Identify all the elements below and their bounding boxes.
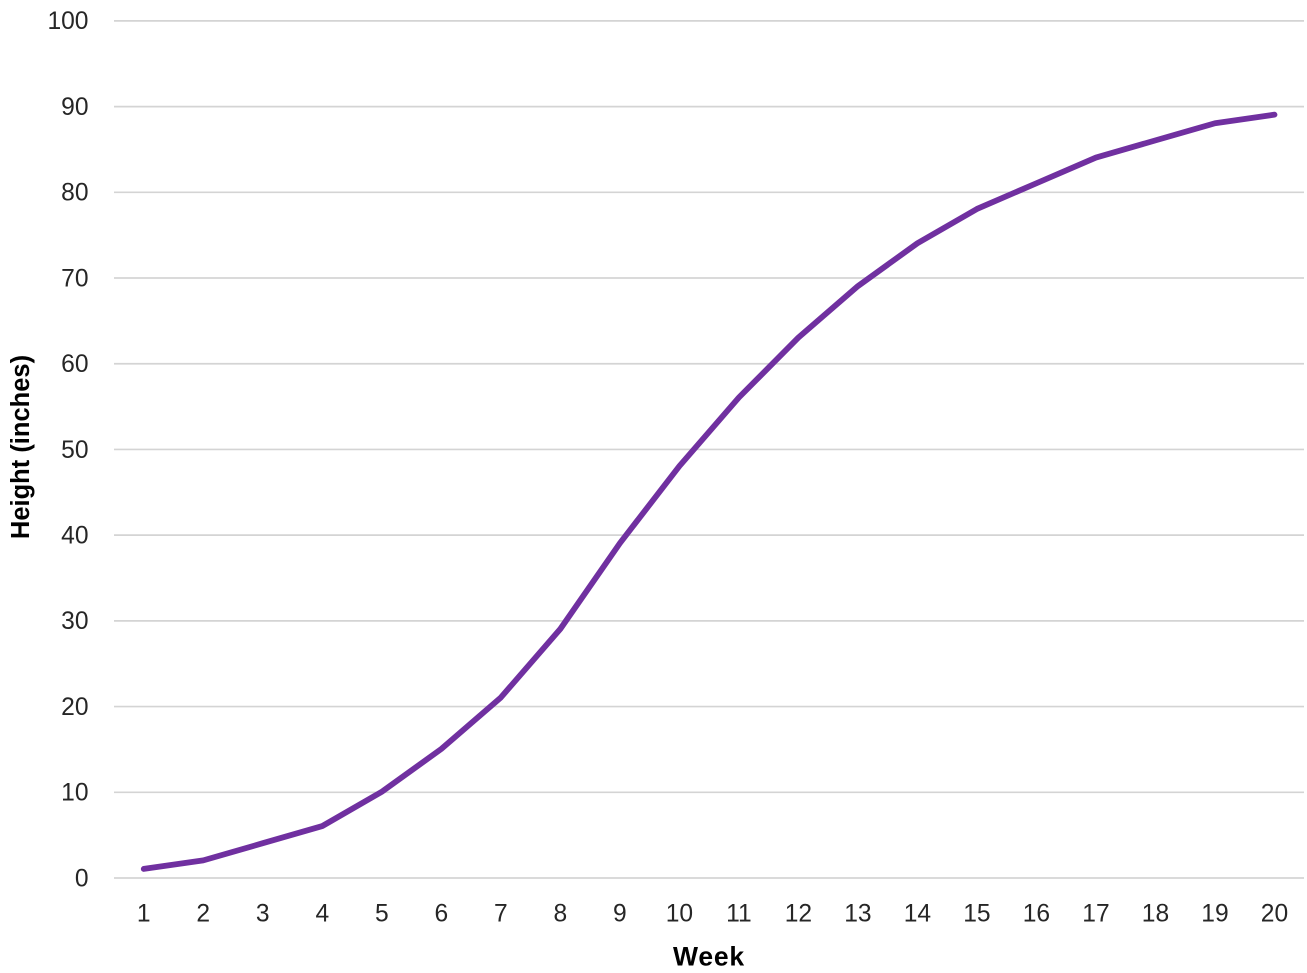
svg-text:11: 11 — [726, 901, 752, 928]
svg-text:80: 80 — [61, 180, 88, 207]
svg-text:0: 0 — [75, 865, 89, 892]
svg-text:10: 10 — [61, 780, 88, 807]
svg-text:7: 7 — [494, 901, 508, 928]
svg-text:1: 1 — [137, 901, 151, 928]
svg-text:18: 18 — [1142, 901, 1169, 928]
svg-text:16: 16 — [1023, 901, 1050, 928]
svg-text:20: 20 — [1261, 901, 1288, 928]
svg-text:30: 30 — [61, 608, 88, 635]
svg-text:60: 60 — [61, 351, 88, 378]
svg-text:13: 13 — [844, 901, 871, 928]
svg-text:40: 40 — [61, 522, 88, 549]
svg-text:Week: Week — [673, 942, 745, 969]
svg-text:70: 70 — [61, 265, 88, 292]
svg-text:3: 3 — [256, 901, 270, 928]
svg-text:19: 19 — [1201, 901, 1228, 928]
svg-text:15: 15 — [963, 901, 990, 928]
svg-text:50: 50 — [61, 437, 88, 464]
svg-text:8: 8 — [553, 901, 567, 928]
svg-text:14: 14 — [904, 901, 931, 928]
svg-text:9: 9 — [613, 901, 627, 928]
svg-text:10: 10 — [666, 901, 693, 928]
svg-text:4: 4 — [315, 901, 329, 928]
svg-text:6: 6 — [434, 901, 448, 928]
svg-text:20: 20 — [61, 694, 88, 721]
svg-text:100: 100 — [47, 8, 88, 35]
svg-text:2: 2 — [196, 901, 210, 928]
svg-text:90: 90 — [61, 94, 88, 121]
svg-text:12: 12 — [785, 901, 812, 928]
svg-text:5: 5 — [375, 901, 389, 928]
svg-text:17: 17 — [1082, 901, 1109, 928]
svg-text:Height (inches): Height (inches) — [7, 355, 35, 539]
